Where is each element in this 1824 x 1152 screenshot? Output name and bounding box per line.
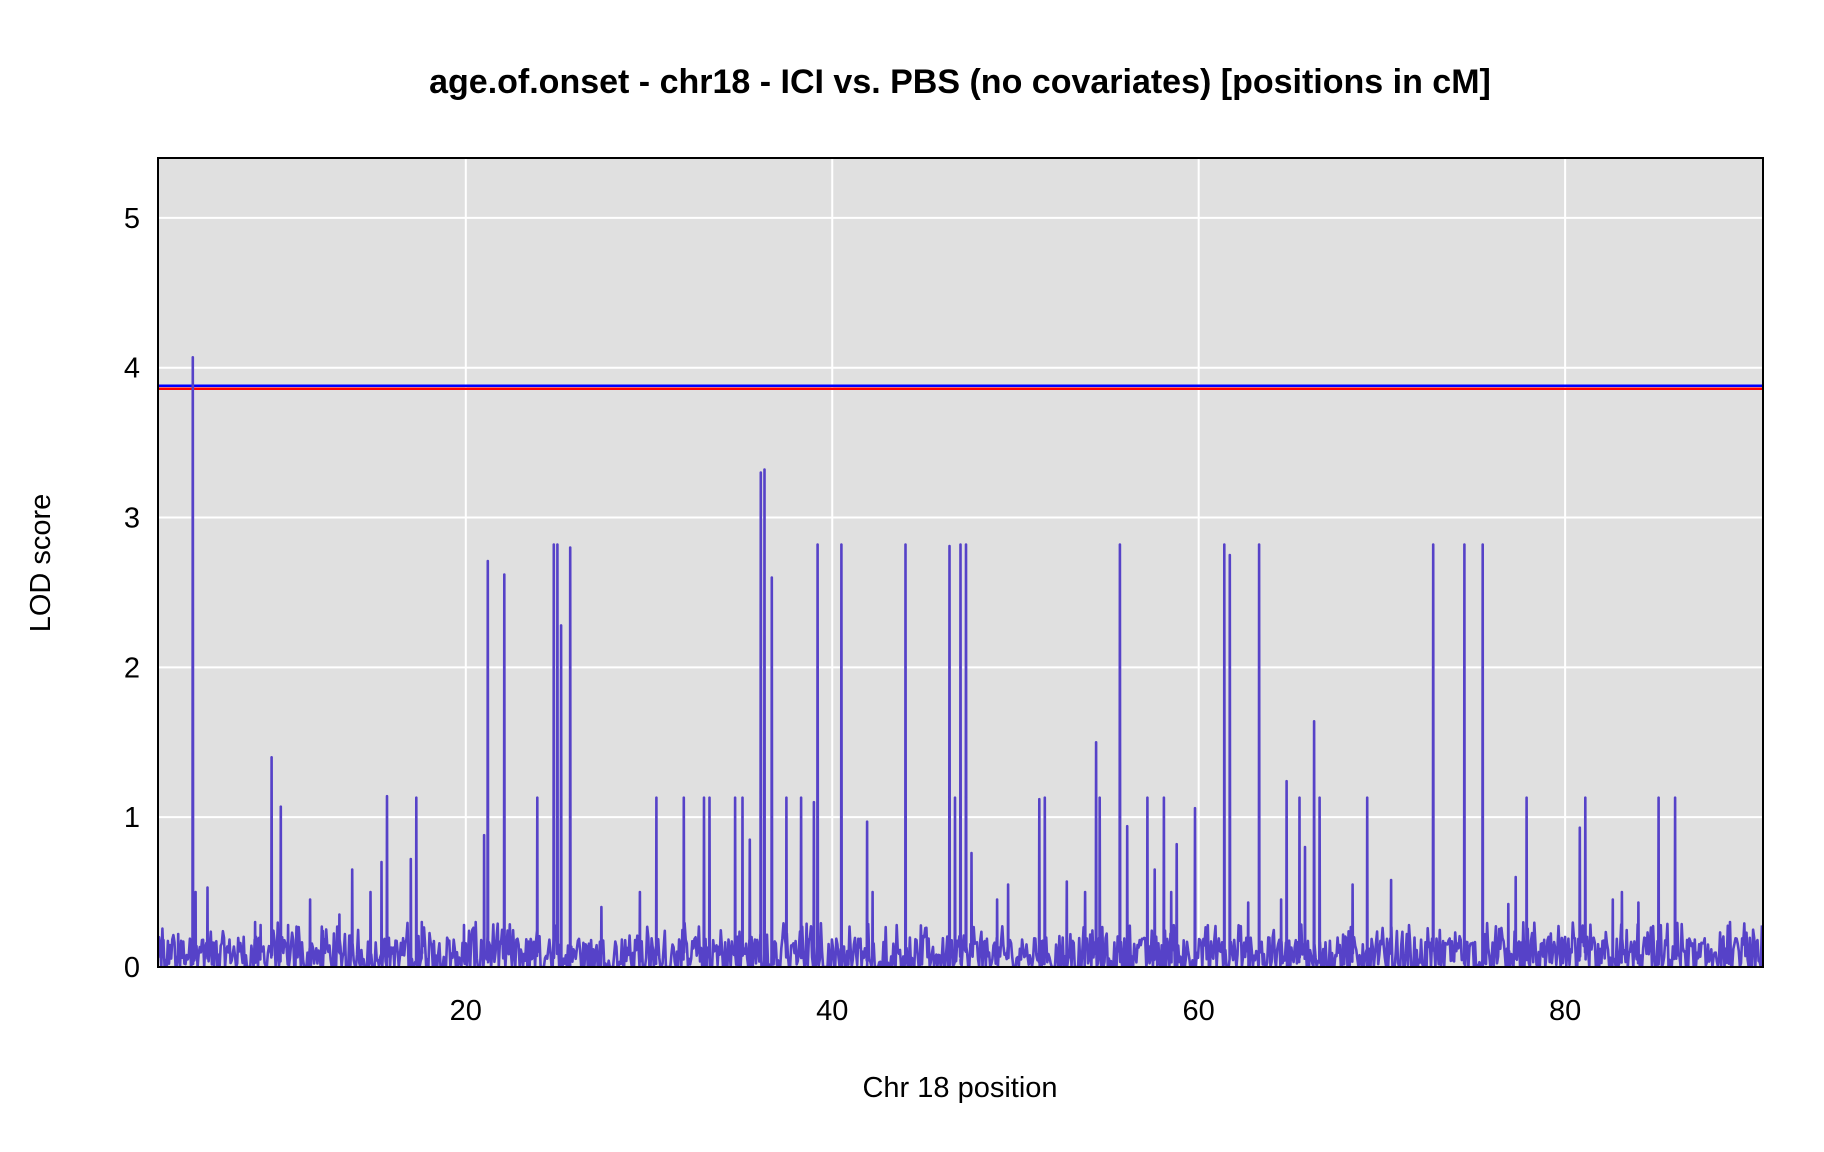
y-tick-label: 2 (124, 652, 140, 684)
y-tick-label: 0 (124, 952, 140, 984)
x-tick-label: 20 (450, 995, 482, 1027)
y-axis-label: LOD score (25, 494, 57, 633)
y-tick-label: 1 (124, 802, 140, 834)
y-tick-label: 4 (124, 353, 140, 385)
chart-title: age.of.onset - chr18 - ICI vs. PBS (no c… (429, 63, 1491, 101)
x-tick-label: 40 (816, 995, 848, 1027)
y-axis-ticks: 0 1 2 3 4 5 (124, 203, 140, 984)
plot-border (157, 157, 1764, 968)
y-tick-label: 5 (124, 203, 140, 235)
x-axis-ticks: 20 40 60 80 (450, 995, 1582, 1027)
x-tick-label: 60 (1183, 995, 1215, 1027)
x-axis-label: Chr 18 position (862, 1072, 1057, 1104)
x-tick-label: 80 (1549, 995, 1581, 1027)
y-tick-label: 3 (124, 503, 140, 535)
threshold-lines (158, 384, 1763, 390)
